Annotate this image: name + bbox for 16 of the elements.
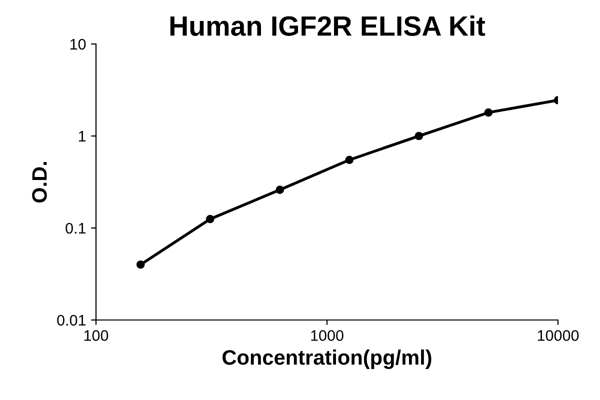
point	[276, 186, 284, 194]
y-tick-label: 10	[70, 38, 86, 50]
y-tick-label: 0.1	[66, 222, 86, 234]
x-tick-label: 10000	[538, 330, 579, 341]
point	[136, 260, 145, 269]
point	[484, 108, 493, 117]
point	[206, 214, 214, 224]
x-axis-title: Concentration(pg/ml)	[222, 350, 432, 370]
y-axis-title: O.D.	[32, 162, 47, 203]
x-tick-label: 1000	[311, 330, 344, 341]
y-tick-label: 0.01	[57, 314, 86, 326]
point	[345, 156, 354, 164]
chart-title: Human IGF2R ELISA Kit	[170, 16, 486, 36]
y-tick-label: 1	[78, 131, 86, 142]
point	[414, 132, 424, 140]
x-tick-label: 100	[84, 330, 108, 341]
